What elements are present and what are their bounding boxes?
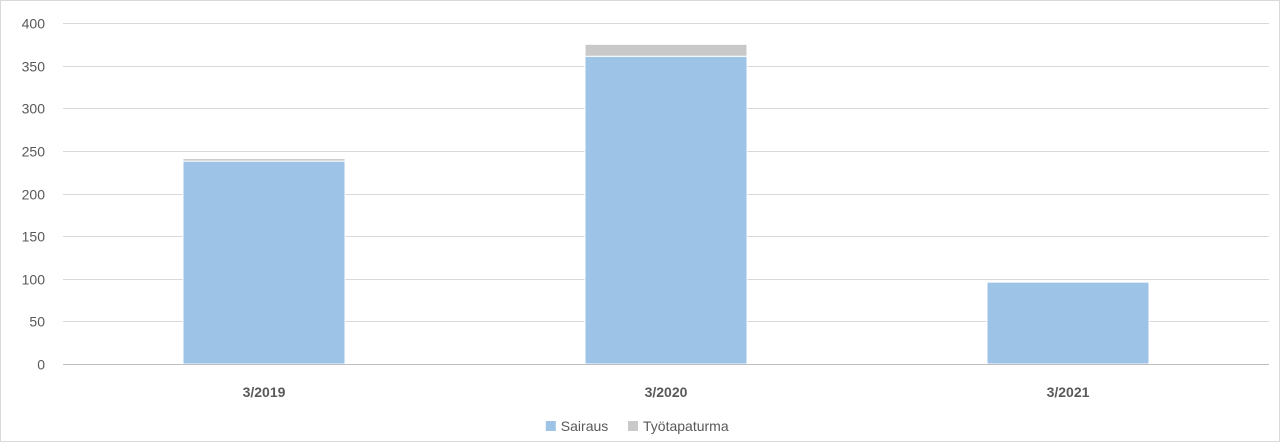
y-tick-label: 150	[22, 229, 46, 245]
legend-swatch	[545, 421, 556, 431]
bar-segment-työtapaturma	[584, 43, 748, 57]
bar-segment-sairaus	[986, 281, 1150, 365]
x-axis-category-labels: 3/2019 3/2020 3/2021	[243, 384, 1090, 400]
bars	[182, 43, 1150, 365]
y-tick-label: 100	[22, 272, 46, 288]
bar-segment-sairaus	[584, 55, 748, 365]
y-tick-label: 400	[22, 16, 46, 32]
bar-segment-työtapaturma	[182, 158, 346, 162]
x-category-label: 3/2019	[243, 384, 286, 400]
legend-swatch	[628, 421, 638, 431]
legend-item-sairaus: Sairaus	[545, 418, 608, 434]
y-tick-label: 300	[22, 101, 46, 117]
x-category-label: 3/2021	[1047, 384, 1090, 400]
legend-label: Sairaus	[561, 418, 608, 434]
y-tick-label: 200	[22, 187, 46, 203]
legend-item-työtapaturma: Työtapaturma	[628, 418, 729, 434]
x-category-label: 3/2020	[645, 384, 688, 400]
y-tick-label: 250	[22, 144, 46, 160]
y-tick-label: 350	[22, 59, 46, 75]
y-tick-label: 0	[37, 357, 45, 373]
y-tick-label: 50	[29, 314, 45, 330]
legend-label: Työtapaturma	[643, 418, 729, 434]
legend: Sairaus Työtapaturma	[545, 418, 729, 434]
y-axis-tick-labels: 0 50 100 150 200 250 300 350 400	[22, 16, 46, 373]
bar-segment-sairaus	[182, 160, 346, 365]
